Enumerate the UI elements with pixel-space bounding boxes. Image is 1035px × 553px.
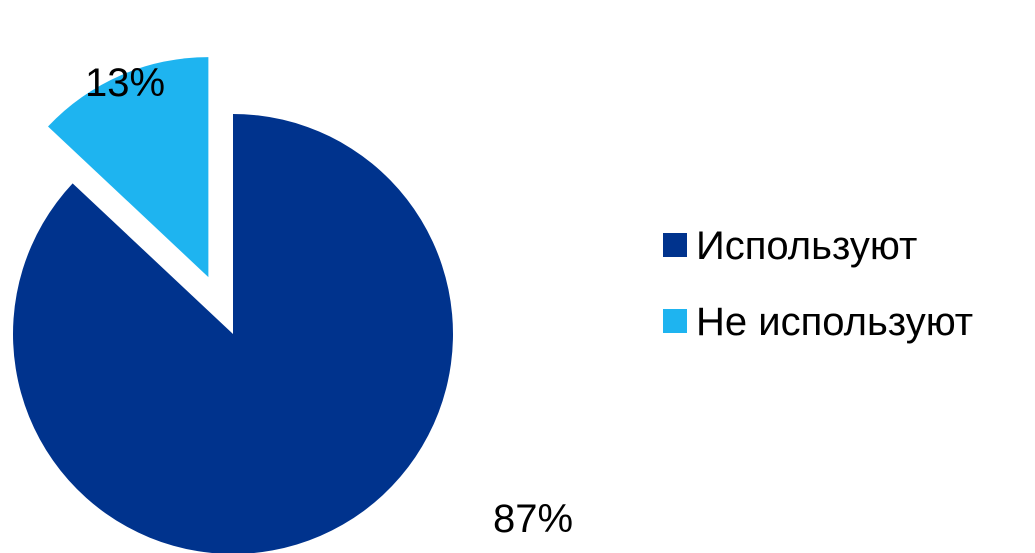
legend-label-ispolzuyut: Используют [696, 224, 917, 268]
legend-label-ne-ispolzuyut: Не используют [696, 300, 973, 344]
value-label-ne-ispolzuyut: 13% [85, 61, 165, 105]
pie-slice-ne-ispolzuyut [48, 57, 209, 278]
value-label-ispolzuyut: 87% [493, 497, 573, 541]
legend-swatch-ne-ispolzuyut [663, 309, 687, 333]
pie-slice-ispolzuyut [13, 114, 453, 553]
pie-slices [13, 57, 453, 553]
pie-value-labels: 87% 13% [85, 61, 573, 541]
legend: Используют Не используют [663, 224, 973, 344]
legend-swatch-ispolzuyut [663, 233, 687, 257]
